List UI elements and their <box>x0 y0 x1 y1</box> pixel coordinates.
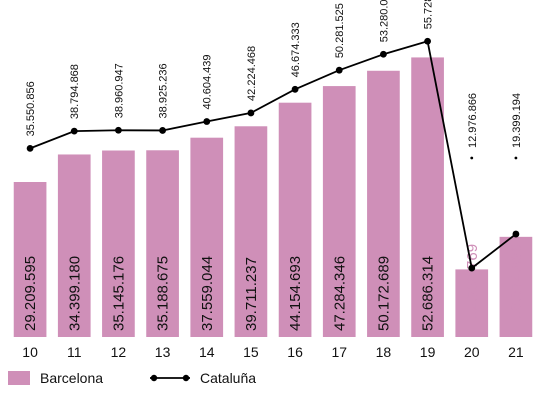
bar-label-18: 50.172.689 <box>375 256 392 331</box>
line-point-20 <box>468 264 476 272</box>
line-label-17: 50.281.525 <box>334 3 346 58</box>
bar-16 <box>278 102 312 338</box>
bar-20 <box>455 269 489 337</box>
line-label-11: 38.794.868 <box>69 64 81 119</box>
legend-item-barcelona: Barcelona <box>8 370 103 386</box>
line-label-12: 38.960.947 <box>113 63 125 118</box>
line-point-19 <box>424 37 431 45</box>
line-point-14 <box>203 118 211 125</box>
bar-label-16: 44.154.693 <box>287 256 304 331</box>
x-tick-15: 15 <box>243 344 259 360</box>
bar-label-12: 35.145.176 <box>110 256 127 331</box>
x-tick-17: 17 <box>331 344 347 360</box>
line-label-21: 19.399.194 <box>511 93 523 148</box>
bar-label-19: 52.686.314 <box>420 256 437 331</box>
bar-21 <box>499 236 533 337</box>
line-label-16: 46.674.333 <box>290 22 302 77</box>
line-label-13: 38.925.236 <box>158 63 170 118</box>
x-tick-20: 20 <box>464 344 480 360</box>
legend-item-cataluna: Cataluña <box>148 370 256 386</box>
bar-18 <box>367 70 400 338</box>
line-point-12 <box>115 126 122 134</box>
line-label-19: 55.728.298 <box>423 0 435 29</box>
x-tick-19: 19 <box>420 344 436 360</box>
x-tick-21: 21 <box>508 344 524 360</box>
x-tick-16: 16 <box>287 344 303 360</box>
line-point-17 <box>335 66 343 74</box>
bar-12 <box>102 150 135 337</box>
x-tick-12: 12 <box>111 344 127 360</box>
bar-label-11: 34.399.180 <box>66 256 83 331</box>
bar-label-14: 37.559.044 <box>199 256 216 331</box>
line-point-15 <box>247 109 255 117</box>
bar-13 <box>146 150 179 337</box>
line-label-18: 53.280.024 <box>378 0 390 42</box>
bar-14 <box>190 137 224 337</box>
line-cataluna <box>29 40 517 270</box>
legend: Barcelona Cataluña <box>0 370 540 392</box>
x-tick-11: 11 <box>67 344 82 360</box>
legend-swatch-bar <box>8 371 30 385</box>
bar-label-21: 18.874.896 <box>508 244 525 319</box>
line-point-21 <box>512 230 520 238</box>
bar-label-15: 39.711.237 <box>243 257 260 331</box>
line-label-dot-21 <box>514 156 518 160</box>
bar-17 <box>322 86 356 337</box>
legend-swatch-line <box>150 374 190 382</box>
bar-label-17: 47.284.346 <box>331 256 348 331</box>
line-label-15: 42.224.468 <box>246 46 258 101</box>
legend-label-cataluna: Cataluña <box>200 370 257 386</box>
line-point-10 <box>26 144 34 152</box>
line-point-11 <box>70 127 78 135</box>
bar-19 <box>411 57 444 338</box>
bar-label-13: 35.188.675 <box>155 256 172 331</box>
bar-label-10: 29.209.595 <box>22 256 39 331</box>
line-label-dot-20 <box>470 156 474 160</box>
x-tick-13: 13 <box>155 344 171 360</box>
line-point-13 <box>159 127 166 134</box>
line-label-10: 35.550.856 <box>25 81 37 136</box>
bar-15 <box>234 126 268 338</box>
line-label-14: 40.604.439 <box>202 54 214 109</box>
bar-11 <box>57 154 91 337</box>
bar-10 <box>13 182 47 337</box>
x-tick-10: 10 <box>22 344 38 360</box>
legend-label-barcelona: Barcelona <box>40 370 104 386</box>
line-point-18 <box>380 50 387 58</box>
line-label-20: 12.976.866 <box>467 93 479 148</box>
line-point-16 <box>291 85 299 93</box>
bar-label-20: 12.738.769 <box>464 244 481 319</box>
x-tick-18: 18 <box>376 344 392 360</box>
x-tick-14: 14 <box>199 344 215 360</box>
